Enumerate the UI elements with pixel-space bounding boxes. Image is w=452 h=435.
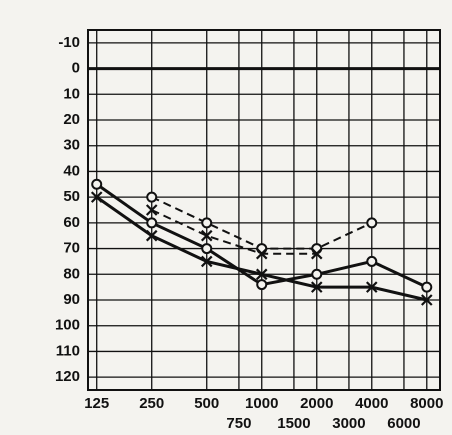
marker-cross bbox=[365, 281, 378, 293]
x-tick-label: 4000 bbox=[355, 395, 388, 412]
y-tick-label: 40 bbox=[63, 162, 80, 179]
marker-circle bbox=[366, 255, 378, 267]
marker-circle bbox=[201, 217, 213, 229]
marker-cross bbox=[255, 247, 268, 260]
series-line bbox=[151, 209, 317, 255]
x-tick-label-lower: 6000 bbox=[387, 415, 420, 432]
marker-circle bbox=[146, 191, 158, 203]
y-tick-label: 60 bbox=[63, 214, 80, 231]
y-tick-label: 30 bbox=[63, 137, 80, 154]
marker-cross bbox=[200, 229, 213, 242]
y-tick-label: 110 bbox=[56, 342, 80, 359]
marker-cross bbox=[90, 191, 103, 203]
marker-cross bbox=[310, 247, 323, 260]
plot-frame bbox=[87, 29, 441, 391]
marker-circle bbox=[366, 217, 378, 229]
marker-cross bbox=[145, 204, 158, 216]
marker-cross bbox=[200, 255, 213, 268]
x-tick-label-lower: 750 bbox=[226, 415, 251, 432]
marker-circle bbox=[91, 178, 103, 190]
marker-circle bbox=[201, 243, 213, 255]
x-tick-label: 500 bbox=[194, 395, 219, 412]
marker-cross bbox=[421, 294, 433, 306]
marker-circle bbox=[421, 281, 433, 293]
x-tick-label: 8000 bbox=[410, 395, 443, 412]
marker-cross bbox=[310, 281, 323, 293]
marker-circle bbox=[146, 217, 158, 229]
y-tick-label: 50 bbox=[63, 188, 80, 205]
marker-cross bbox=[255, 268, 268, 281]
y-tick-label: 0 bbox=[72, 60, 80, 77]
x-tick-label: 2000 bbox=[300, 395, 333, 412]
x-tick-label-lower: 1500 bbox=[277, 415, 310, 432]
x-tick-label: 250 bbox=[139, 395, 164, 412]
y-tick-label: 100 bbox=[55, 317, 80, 334]
y-tick-label: 90 bbox=[63, 291, 80, 308]
x-tick-label: 1000 bbox=[245, 395, 278, 412]
y-tick-label: 10 bbox=[63, 85, 80, 102]
y-tick-label: 120 bbox=[55, 368, 80, 385]
marker-cross bbox=[145, 229, 158, 242]
marker-circle bbox=[311, 268, 323, 280]
y-tick-label: 70 bbox=[63, 240, 80, 257]
marker-circle bbox=[256, 279, 268, 291]
x-tick-label-lower: 3000 bbox=[332, 415, 365, 432]
y-tick-label: -10 bbox=[58, 34, 80, 51]
y-tick-label: 20 bbox=[63, 111, 80, 128]
y-tick-label: 80 bbox=[63, 265, 80, 282]
x-tick-label: 125 bbox=[84, 395, 109, 412]
